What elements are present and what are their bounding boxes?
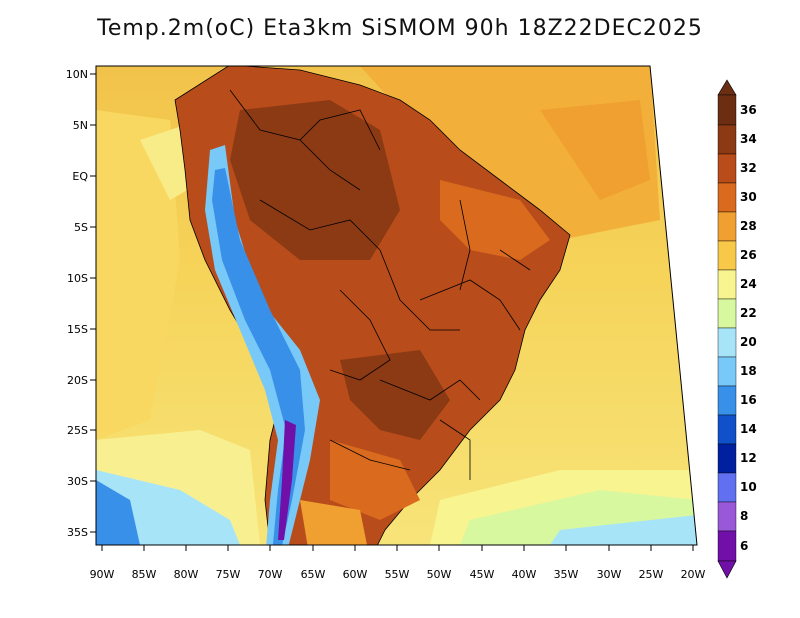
lon-label: 65W: [301, 568, 326, 581]
atlantic-cool-band: [550, 515, 697, 545]
lat-label: 30S: [67, 475, 88, 488]
colorbar-label: 10: [740, 480, 757, 494]
colorbar-segment: [717, 240, 737, 271]
lon-label: 40W: [512, 568, 537, 581]
colorbar-segment: [717, 211, 737, 242]
colorbar-segment: [717, 269, 737, 300]
colorbar-label: 18: [740, 364, 757, 378]
lon-label: 55W: [385, 568, 410, 581]
lon-label: 75W: [216, 568, 241, 581]
lon-label: 45W: [470, 568, 495, 581]
lon-label: 70W: [258, 568, 283, 581]
andes-core: [212, 168, 305, 545]
country-borders: [229, 89, 531, 480]
lat-label: 20S: [67, 374, 88, 387]
colorbar-label: 28: [740, 219, 757, 233]
colorbar-label: 26: [740, 248, 757, 262]
colorbar-segment: [717, 443, 737, 474]
warm-atlantic-core: [540, 100, 650, 200]
lon-label: 20W: [681, 568, 706, 581]
lat-label: 25S: [67, 424, 88, 437]
lon-label: 85W: [132, 568, 157, 581]
lon-label: 80W: [174, 568, 199, 581]
colorbar-segment: [717, 356, 737, 387]
lon-label: 50W: [427, 568, 452, 581]
central-hot: [340, 350, 450, 440]
colorbar-segment: [717, 298, 737, 329]
colorbar-top-arrow: [717, 79, 737, 96]
lon-label: 90W: [90, 568, 115, 581]
colorbar-segment: [717, 153, 737, 184]
colorbar-label: 24: [740, 277, 757, 291]
pacific-east: [96, 110, 180, 440]
andes-peaks: [278, 420, 296, 540]
lat-label: 5S: [74, 221, 88, 234]
south-warm: [330, 440, 420, 520]
colorbar-segment: [717, 501, 737, 532]
colorbar-label: 6: [740, 539, 748, 553]
lon-label: 60W: [343, 568, 368, 581]
map-frame: [95, 65, 698, 546]
lat-label: 10N: [66, 68, 88, 81]
lon-label: 25W: [639, 568, 664, 581]
northeast-warm: [440, 180, 550, 260]
colorbar-label: 32: [740, 161, 757, 175]
colorbar: [717, 79, 737, 579]
colorbar-label: 14: [740, 422, 757, 436]
colorbar-label: 8: [740, 509, 748, 523]
lon-axis: [101, 545, 694, 551]
lat-label: 10S: [67, 272, 88, 285]
pacific-cold-band: [96, 480, 140, 545]
colorbar-bottom-arrow: [717, 560, 737, 579]
colorbar-label: 20: [740, 335, 757, 349]
lat-label: 35S: [67, 526, 88, 539]
lon-label: 35W: [554, 568, 579, 581]
colorbar-label: 22: [740, 306, 757, 320]
colorbar-label: 30: [740, 190, 757, 204]
amazon-hot: [230, 100, 400, 260]
lat-axis: [90, 73, 96, 533]
colorbar-label: 16: [740, 393, 757, 407]
patagonia-warm: [300, 500, 370, 545]
colorbar-segment: [717, 327, 737, 358]
colorbar-segment: [717, 472, 737, 503]
colorbar-segment: [717, 124, 737, 155]
colorbar-segment: [717, 182, 737, 213]
colorbar-segment: [717, 530, 737, 562]
colorbar-segment: [717, 414, 737, 445]
lat-label: EQ: [72, 170, 88, 183]
colorbar-segment: [717, 385, 737, 416]
colorbar-label: 36: [740, 103, 757, 117]
colorbar-label: 34: [740, 132, 757, 146]
map-field: [96, 66, 697, 545]
map-title: Temp.2m(oC) Eta3km SiSMOM 90h 18Z22DEC20…: [97, 16, 703, 41]
lat-label: 5N: [73, 119, 88, 132]
lat-label: 15S: [67, 323, 88, 336]
colorbar-segment: [717, 94, 737, 126]
lon-label: 30W: [597, 568, 622, 581]
colorbar-label: 12: [740, 451, 757, 465]
